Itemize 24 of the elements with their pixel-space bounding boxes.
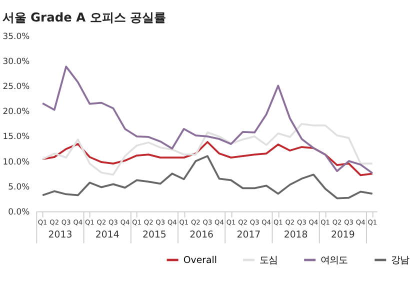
y-tick-label: 20.0% — [2, 106, 30, 116]
text: 2016 — [190, 230, 214, 241]
line-series — [42, 66, 374, 174]
line-series — [42, 122, 374, 176]
text: 2017 — [236, 230, 261, 241]
legend-label: 강남 — [391, 254, 410, 266]
line-series — [42, 155, 374, 200]
text: 2018 — [284, 230, 308, 241]
y-tick-label: 35.0% — [2, 30, 30, 41]
line-series — [42, 141, 374, 176]
legend-label: 여의도 — [320, 254, 348, 266]
y-tick-label: 25.0% — [2, 81, 30, 92]
text: 2015 — [142, 230, 166, 241]
text: 2014 — [95, 230, 120, 241]
y-tick-label: 15.0% — [2, 131, 30, 142]
text: 2019 — [330, 230, 355, 241]
y-tick-label: 0.0% — [8, 206, 30, 217]
y-tick-label: 5.0% — [8, 181, 30, 192]
y-tick-label: 10.0% — [2, 156, 30, 166]
legend-label: Overall — [183, 254, 217, 266]
chart-title: 서울 Grade A 오피스 공실률 — [2, 10, 166, 24]
y-tick-label: 30.0% — [2, 56, 30, 66]
legend-label: 도심 — [260, 254, 278, 266]
text: 2013 — [48, 230, 72, 241]
